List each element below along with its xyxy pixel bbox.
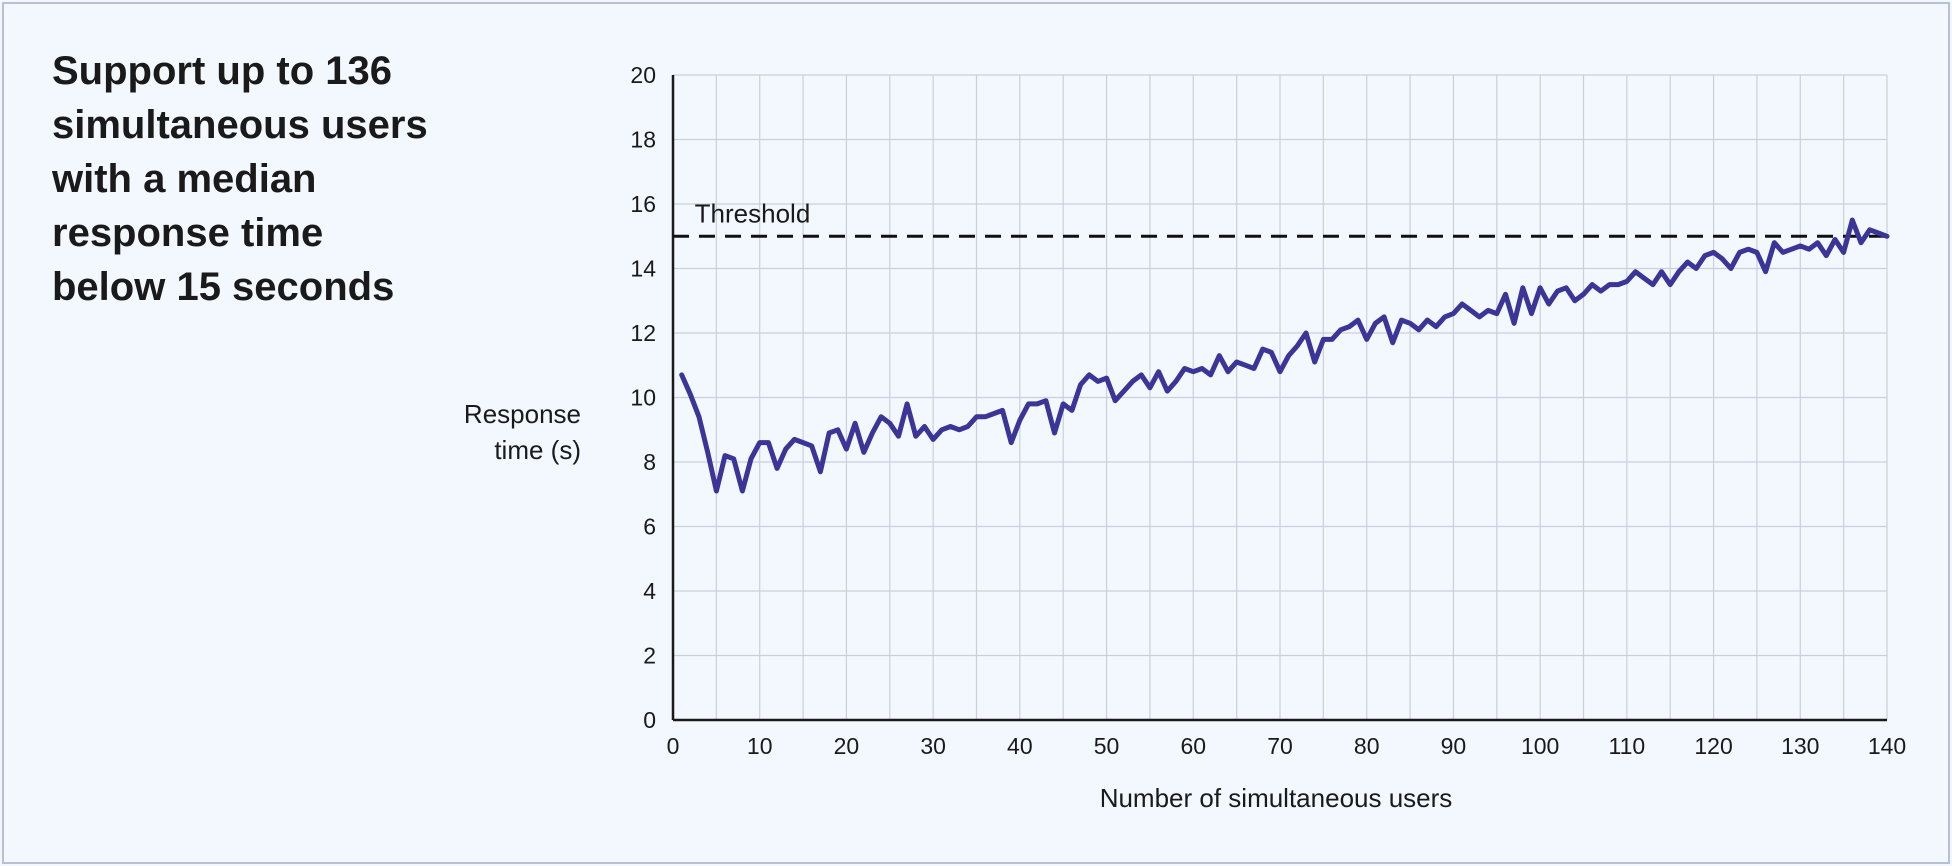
- y-axis-title-line-1: Response: [464, 399, 581, 429]
- x-tick-label: 0: [667, 733, 680, 759]
- y-tick-label: 6: [643, 514, 656, 540]
- axes: [671, 75, 1887, 722]
- x-tick-label: 60: [1180, 733, 1206, 759]
- y-tick-label: 12: [630, 320, 656, 346]
- gridlines: [673, 74, 1888, 720]
- y-tick-label: 2: [643, 643, 656, 669]
- x-tick-label: 140: [1868, 733, 1906, 759]
- y-tick-label: 0: [643, 707, 656, 733]
- series-layer: [679, 217, 1890, 494]
- headline-line-5: below 15 seconds: [52, 265, 395, 309]
- x-tick-label: 130: [1781, 733, 1819, 759]
- x-tick-label: 80: [1354, 733, 1380, 759]
- y-tick-label: 16: [630, 191, 656, 217]
- y-tick-labels: 0 2 4 6 8 10 12 14 16 18 20: [630, 62, 656, 733]
- headline-line-4: response time: [52, 211, 324, 255]
- threshold-label: Threshold: [695, 198, 811, 228]
- headline-line-1: Support up to 136: [52, 49, 392, 93]
- x-tick-label: 20: [834, 733, 860, 759]
- x-tick-label: 110: [1609, 733, 1646, 759]
- headline: Support up to 136 simultaneous users wit…: [52, 44, 512, 314]
- y-tick-label: 18: [630, 127, 656, 153]
- x-tick-label: 30: [920, 733, 946, 759]
- headline-line-3: with a median: [52, 157, 317, 201]
- y-tick-label: 10: [630, 385, 656, 411]
- x-tick-label: 50: [1094, 733, 1120, 759]
- y-tick-label: 14: [630, 256, 656, 282]
- y-tick-label: 4: [643, 578, 656, 604]
- y-tick-label: 20: [630, 62, 656, 88]
- x-tick-label: 120: [1694, 733, 1732, 759]
- series-line: [679, 217, 1890, 494]
- x-tick-label: 90: [1441, 733, 1467, 759]
- x-tick-label: 40: [1007, 733, 1033, 759]
- x-tick-label: 100: [1521, 733, 1559, 759]
- y-axis-title-line-2: time (s): [494, 435, 581, 465]
- x-tick-label: 70: [1267, 733, 1293, 759]
- x-axis-title: Number of simultaneous users: [1100, 783, 1453, 813]
- y-tick-label: 8: [643, 449, 656, 475]
- headline-line-2: simultaneous users: [52, 103, 428, 147]
- x-tick-labels: 0 10 20 30 40 50 60 70 80 90 100 110 120 130 140: [667, 733, 1907, 759]
- x-tick-label: 10: [747, 733, 773, 759]
